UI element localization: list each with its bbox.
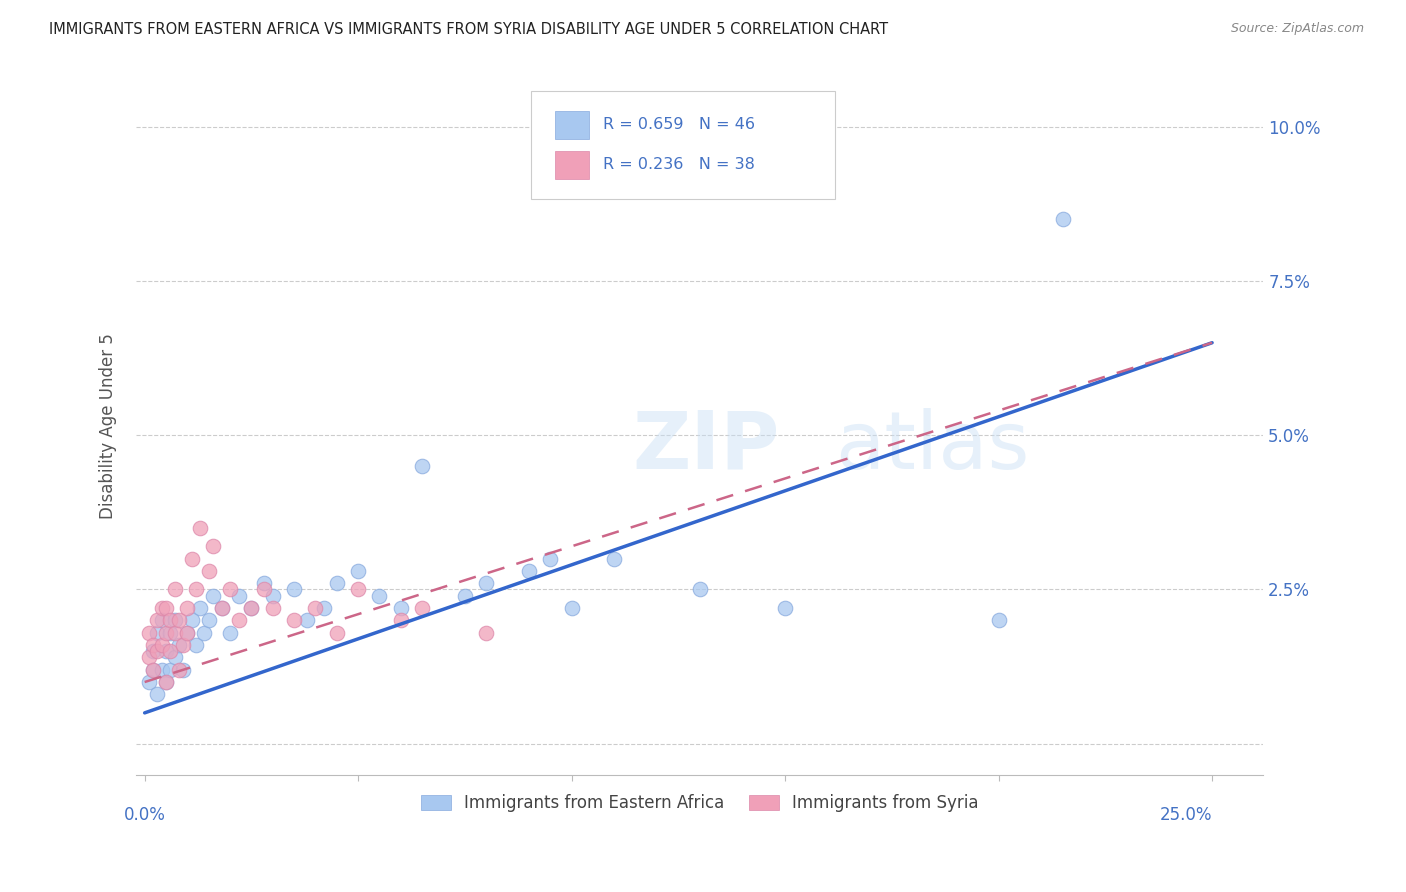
Point — [176, 601, 198, 615]
Point — [159, 613, 181, 627]
Point — [240, 601, 263, 615]
Point — [201, 589, 224, 603]
Point — [138, 625, 160, 640]
Point — [987, 613, 1010, 627]
Bar — [555, 111, 589, 139]
Point — [283, 582, 305, 597]
Point — [538, 551, 561, 566]
Point — [253, 576, 276, 591]
Point — [326, 576, 349, 591]
Point — [142, 663, 165, 677]
Point — [561, 601, 583, 615]
Point — [176, 625, 198, 640]
Point — [184, 638, 207, 652]
Point — [155, 675, 177, 690]
Point — [389, 601, 412, 615]
Point — [150, 601, 173, 615]
Point — [163, 625, 186, 640]
Text: ZIP: ZIP — [633, 408, 779, 486]
Bar — [555, 151, 589, 178]
Point — [155, 644, 177, 658]
Point — [689, 582, 711, 597]
Point — [138, 650, 160, 665]
Point — [184, 582, 207, 597]
Point — [411, 601, 433, 615]
Point — [389, 613, 412, 627]
Point — [253, 582, 276, 597]
FancyBboxPatch shape — [530, 91, 835, 200]
Point — [295, 613, 318, 627]
Point — [411, 459, 433, 474]
Point — [326, 625, 349, 640]
Point — [163, 650, 186, 665]
Point — [603, 551, 626, 566]
Point — [180, 551, 202, 566]
Point — [155, 601, 177, 615]
Point — [454, 589, 477, 603]
Point — [150, 613, 173, 627]
Point — [211, 601, 233, 615]
Point — [197, 613, 219, 627]
Point — [262, 589, 284, 603]
Point — [219, 582, 242, 597]
Point — [201, 539, 224, 553]
Point — [155, 675, 177, 690]
Point — [240, 601, 263, 615]
Text: 0.0%: 0.0% — [124, 806, 166, 824]
Point — [163, 613, 186, 627]
Point — [142, 638, 165, 652]
Point — [347, 582, 370, 597]
Point — [193, 625, 215, 640]
Point — [211, 601, 233, 615]
Point — [167, 638, 190, 652]
Point — [368, 589, 391, 603]
Point — [188, 521, 211, 535]
Point — [142, 663, 165, 677]
Point — [283, 613, 305, 627]
Point — [167, 613, 190, 627]
Text: Source: ZipAtlas.com: Source: ZipAtlas.com — [1230, 22, 1364, 36]
Point — [475, 576, 498, 591]
Point — [167, 663, 190, 677]
Point — [188, 601, 211, 615]
Point — [197, 564, 219, 578]
Point — [159, 625, 181, 640]
Point — [146, 687, 169, 701]
Point — [159, 644, 181, 658]
Point — [146, 613, 169, 627]
Point — [773, 601, 796, 615]
Text: IMMIGRANTS FROM EASTERN AFRICA VS IMMIGRANTS FROM SYRIA DISABILITY AGE UNDER 5 C: IMMIGRANTS FROM EASTERN AFRICA VS IMMIGR… — [49, 22, 889, 37]
Point — [142, 644, 165, 658]
Point — [262, 601, 284, 615]
Point — [312, 601, 335, 615]
Point — [172, 638, 194, 652]
Point — [347, 564, 370, 578]
Point — [146, 625, 169, 640]
Text: atlas: atlas — [835, 408, 1029, 486]
Point — [228, 613, 250, 627]
Y-axis label: Disability Age Under 5: Disability Age Under 5 — [100, 333, 117, 519]
Point — [180, 613, 202, 627]
Point — [138, 675, 160, 690]
Point — [517, 564, 540, 578]
Text: R = 0.236   N = 38: R = 0.236 N = 38 — [603, 157, 755, 172]
Text: R = 0.659   N = 46: R = 0.659 N = 46 — [603, 118, 755, 132]
Point — [150, 638, 173, 652]
Legend: Immigrants from Eastern Africa, Immigrants from Syria: Immigrants from Eastern Africa, Immigran… — [413, 788, 986, 819]
Point — [304, 601, 326, 615]
Point — [163, 582, 186, 597]
Point — [155, 625, 177, 640]
Point — [475, 625, 498, 640]
Point — [219, 625, 242, 640]
Point — [172, 663, 194, 677]
Point — [228, 589, 250, 603]
Point — [150, 663, 173, 677]
Point — [146, 644, 169, 658]
Text: 25.0%: 25.0% — [1160, 806, 1212, 824]
Point — [1052, 212, 1074, 227]
Point — [159, 663, 181, 677]
Point — [176, 625, 198, 640]
